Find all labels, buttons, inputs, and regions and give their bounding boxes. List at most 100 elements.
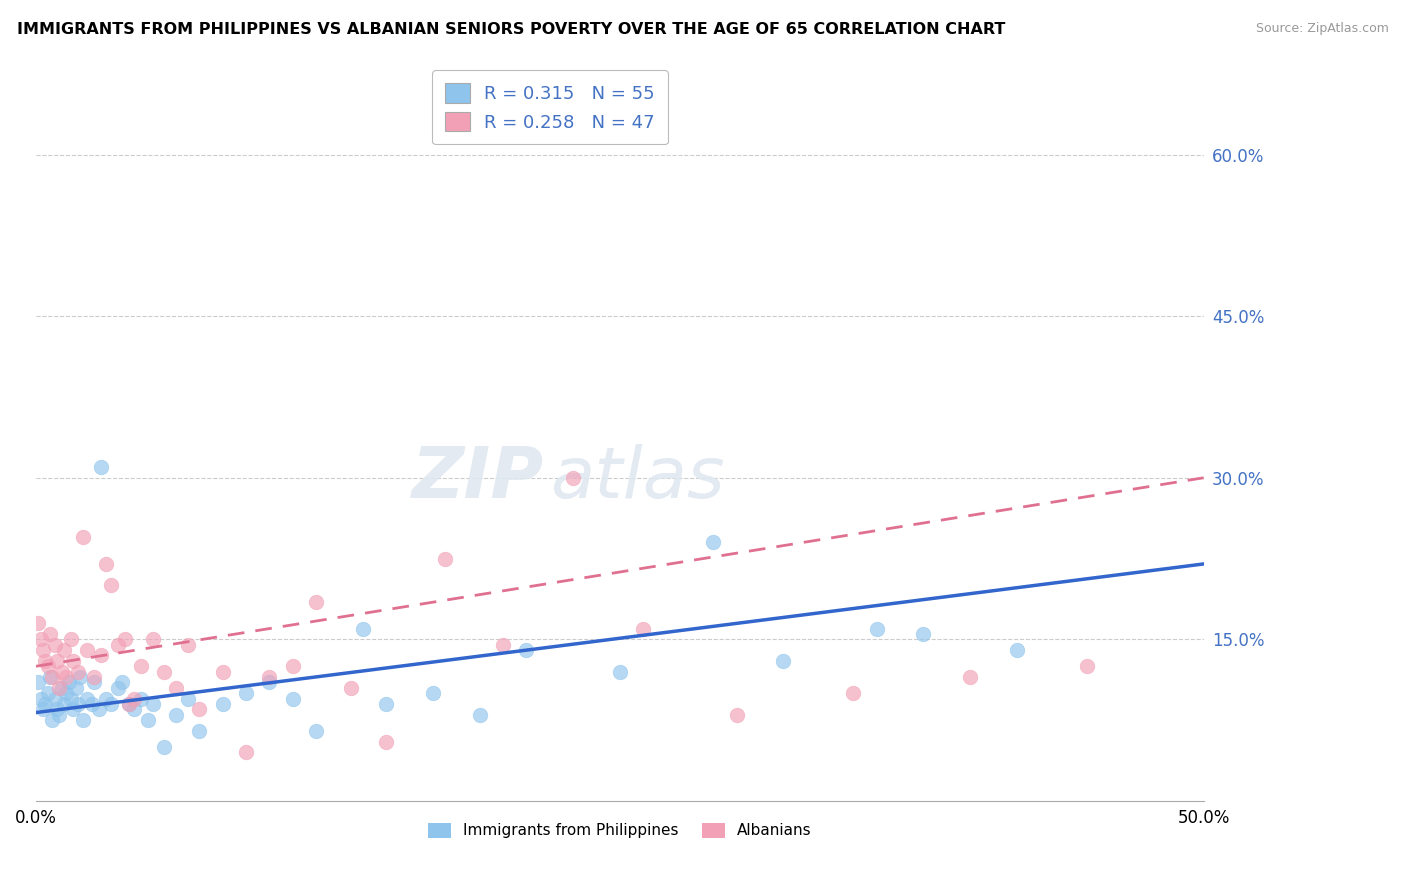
- Text: IMMIGRANTS FROM PHILIPPINES VS ALBANIAN SENIORS POVERTY OVER THE AGE OF 65 CORRE: IMMIGRANTS FROM PHILIPPINES VS ALBANIAN …: [17, 22, 1005, 37]
- Point: [188, 723, 211, 738]
- Point: [39, 670, 62, 684]
- Point: [51, 681, 73, 695]
- Point: [515, 643, 537, 657]
- Point: [468, 707, 491, 722]
- Point: [866, 622, 889, 636]
- Point: [83, 670, 105, 684]
- Point: [44, 638, 66, 652]
- Point: [725, 707, 748, 722]
- Point: [94, 557, 117, 571]
- Point: [44, 691, 66, 706]
- Legend: Immigrants from Philippines, Albanians: Immigrants from Philippines, Albanians: [422, 817, 817, 845]
- Point: [118, 697, 141, 711]
- Text: atlas: atlas: [550, 444, 724, 513]
- Point: [90, 460, 112, 475]
- Point: [94, 691, 117, 706]
- Point: [352, 622, 374, 636]
- Point: [72, 530, 94, 544]
- Point: [32, 643, 55, 657]
- Point: [59, 691, 82, 706]
- Point: [153, 739, 176, 754]
- Point: [65, 681, 87, 695]
- Point: [48, 681, 70, 695]
- Point: [83, 675, 105, 690]
- Point: [129, 691, 152, 706]
- Point: [111, 675, 134, 690]
- Point: [27, 616, 49, 631]
- Point: [235, 746, 257, 760]
- Point: [188, 702, 211, 716]
- Point: [41, 713, 63, 727]
- Point: [32, 702, 55, 716]
- Point: [114, 632, 136, 647]
- Point: [375, 734, 398, 748]
- Point: [46, 702, 69, 716]
- Point: [211, 665, 233, 679]
- Point: [631, 622, 654, 636]
- Point: [912, 627, 935, 641]
- Point: [562, 471, 585, 485]
- Point: [80, 697, 103, 711]
- Point: [340, 681, 363, 695]
- Point: [87, 702, 110, 716]
- Point: [90, 648, 112, 663]
- Point: [281, 691, 304, 706]
- Text: Source: ZipAtlas.com: Source: ZipAtlas.com: [1256, 22, 1389, 36]
- Point: [55, 686, 77, 700]
- Point: [305, 594, 328, 608]
- Point: [165, 707, 187, 722]
- Point: [959, 670, 981, 684]
- Point: [433, 551, 456, 566]
- Point: [34, 654, 56, 668]
- Point: [153, 665, 176, 679]
- Point: [46, 654, 69, 668]
- Point: [41, 670, 63, 684]
- Point: [129, 659, 152, 673]
- Point: [235, 686, 257, 700]
- Point: [492, 638, 515, 652]
- Point: [142, 697, 165, 711]
- Point: [842, 686, 865, 700]
- Point: [609, 665, 631, 679]
- Point: [72, 713, 94, 727]
- Point: [76, 691, 98, 706]
- Point: [37, 659, 59, 673]
- Point: [34, 697, 56, 711]
- Point: [62, 654, 84, 668]
- Point: [702, 535, 724, 549]
- Point: [55, 670, 77, 684]
- Point: [118, 697, 141, 711]
- Point: [259, 670, 281, 684]
- Point: [122, 691, 145, 706]
- Point: [51, 665, 73, 679]
- Point: [30, 632, 52, 647]
- Point: [48, 707, 70, 722]
- Point: [66, 697, 89, 711]
- Point: [107, 638, 129, 652]
- Point: [59, 632, 82, 647]
- Point: [375, 697, 398, 711]
- Point: [66, 665, 89, 679]
- Point: [165, 681, 187, 695]
- Point: [177, 638, 200, 652]
- Point: [58, 675, 80, 690]
- Point: [422, 686, 444, 700]
- Text: ZIP: ZIP: [412, 444, 544, 513]
- Point: [142, 632, 165, 647]
- Point: [69, 670, 91, 684]
- Point: [1005, 643, 1028, 657]
- Point: [100, 697, 122, 711]
- Point: [30, 691, 52, 706]
- Point: [37, 686, 59, 700]
- Point: [211, 697, 233, 711]
- Point: [62, 702, 84, 716]
- Point: [122, 702, 145, 716]
- Point: [27, 675, 49, 690]
- Point: [136, 713, 159, 727]
- Point: [39, 627, 62, 641]
- Point: [305, 723, 328, 738]
- Point: [100, 578, 122, 592]
- Point: [177, 691, 200, 706]
- Point: [259, 675, 281, 690]
- Point: [772, 654, 794, 668]
